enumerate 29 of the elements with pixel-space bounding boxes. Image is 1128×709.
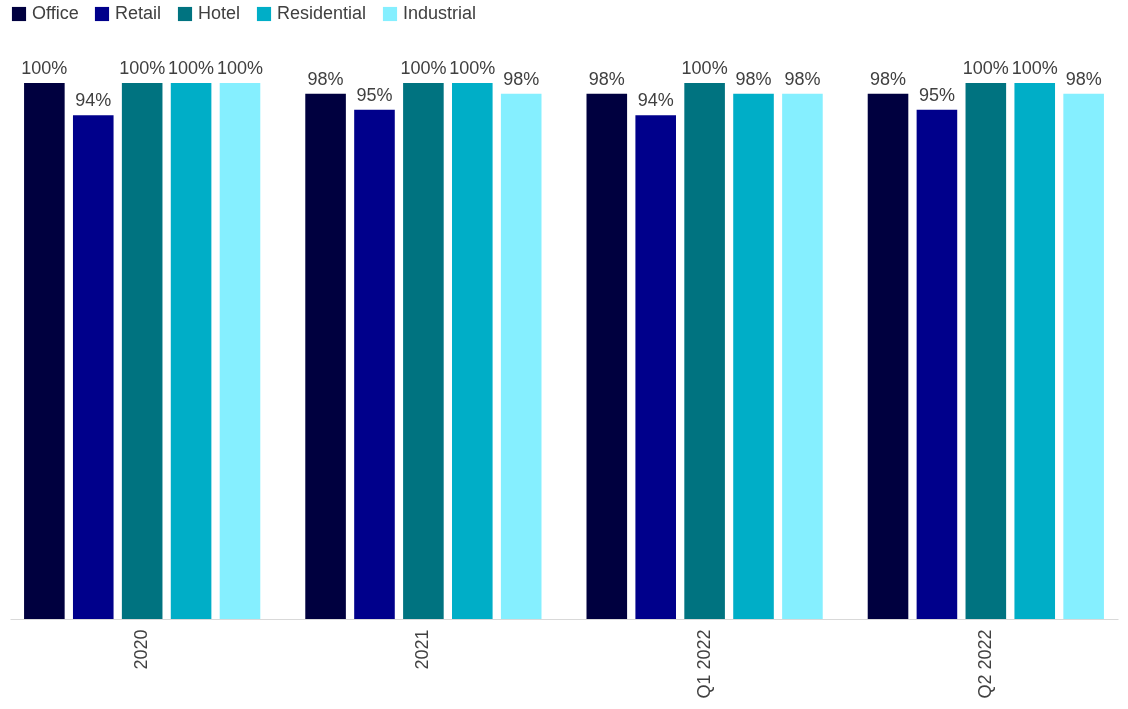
legend-label: Office: [32, 3, 79, 23]
data-label: 100%: [21, 58, 68, 78]
legend-label: Hotel: [198, 3, 241, 23]
data-label: 94%: [75, 90, 112, 111]
data-label: 98%: [1065, 68, 1102, 89]
data-label: 100%: [1011, 58, 1058, 78]
data-label: 100%: [168, 58, 215, 78]
data-label: 100%: [216, 58, 264, 78]
legend-label: Retail: [115, 3, 162, 23]
data-label: 98%: [503, 68, 540, 89]
data-label: 95%: [918, 84, 955, 105]
data-label: 100%: [449, 58, 496, 78]
data-label: 98%: [870, 68, 907, 89]
x-tick-label: Q1 2022: [693, 629, 714, 699]
data-label: 98%: [735, 68, 772, 89]
x-tick-label: 2020: [131, 629, 152, 670]
data-label: 94%: [637, 90, 674, 111]
data-label: 98%: [784, 68, 821, 89]
legend-label: Industrial: [403, 3, 477, 23]
data-label: 100%: [681, 58, 728, 78]
data-label: 98%: [588, 68, 625, 89]
data-label: 100%: [400, 58, 447, 78]
x-tick-label: Q2 2022: [974, 629, 995, 699]
data-label: 100%: [962, 58, 1009, 78]
legend-label: Residential: [277, 3, 367, 23]
data-label: 95%: [356, 84, 393, 105]
data-label: 100%: [119, 58, 166, 78]
x-tick-label: 2021: [412, 629, 433, 670]
data-label: 98%: [307, 68, 344, 89]
